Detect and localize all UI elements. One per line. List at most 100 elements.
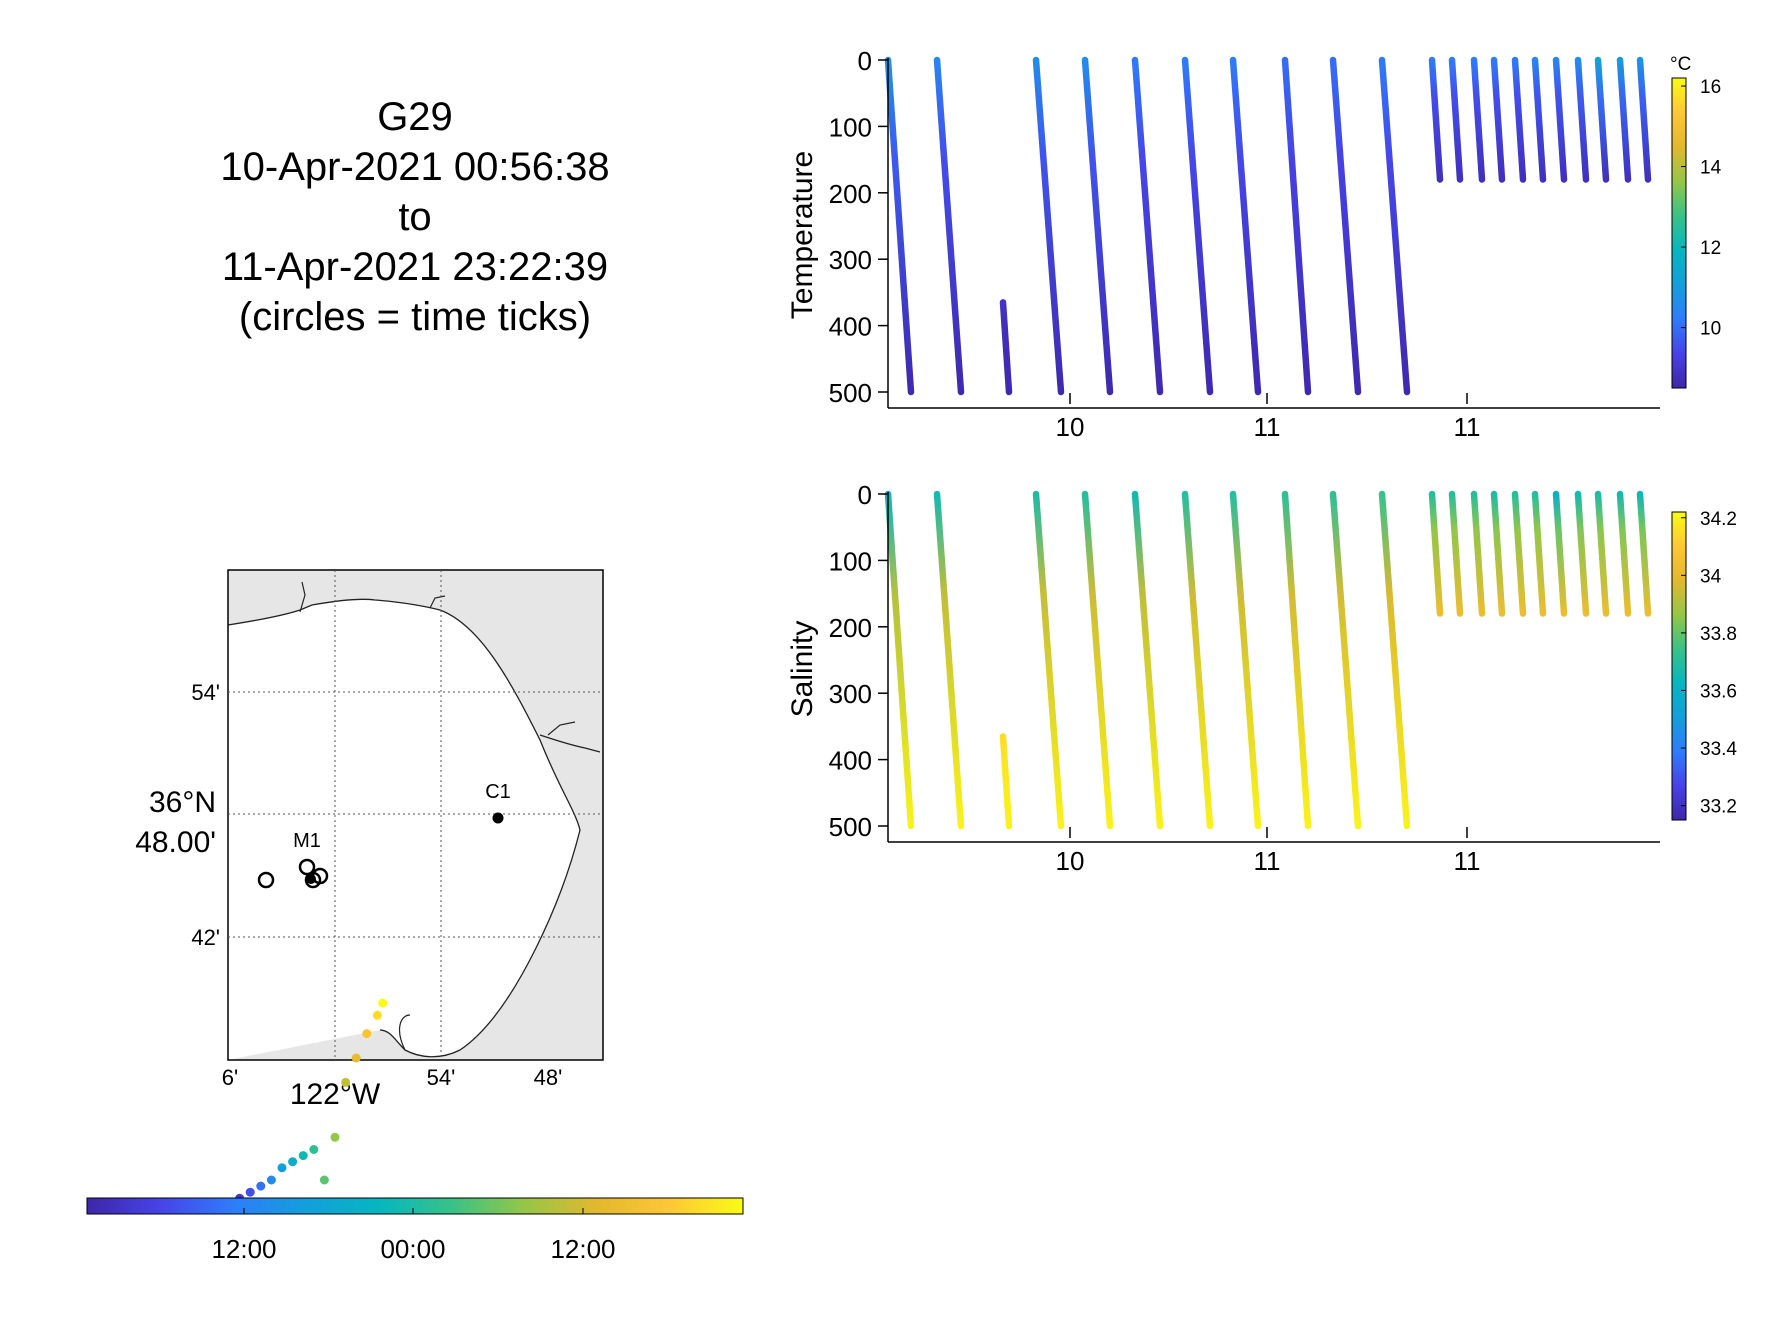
colorbar-tick-label: 33.2 <box>1700 797 1737 818</box>
profile-1 <box>884 490 915 830</box>
station-label-m1: M1 <box>293 830 321 852</box>
profile-9 <box>1281 490 1312 830</box>
track-point <box>341 1077 351 1087</box>
colorbar-tick-label: 33.8 <box>1700 624 1737 645</box>
colorbar-tick-label: 34 <box>1700 566 1722 587</box>
track-point <box>288 1157 298 1167</box>
track-point <box>351 1053 361 1063</box>
profile-4 <box>1032 56 1065 396</box>
xtick-label: 10 <box>1056 846 1085 876</box>
colorbar-gradient <box>1671 77 1687 389</box>
ytick-label: 100 <box>829 546 872 576</box>
ytick-label: 500 <box>829 378 872 408</box>
map-frame <box>227 569 604 1061</box>
profile-22 <box>1636 490 1652 617</box>
lat-major-minutes: 48.00' <box>135 826 216 859</box>
peninsula-south <box>398 1014 411 1051</box>
title-line-note: (circles = time ticks) <box>238 295 592 339</box>
profile-18 <box>1552 490 1568 617</box>
coastline <box>228 598 581 1058</box>
title-line-to: to <box>398 195 432 239</box>
profile-21 <box>1616 56 1632 183</box>
ytick-label: 400 <box>829 746 872 776</box>
profile-9 <box>1281 56 1312 396</box>
profile-7 <box>1181 490 1214 830</box>
profile-13 <box>1448 490 1464 617</box>
lat-major-label: 36°N <box>149 786 216 819</box>
profile-2 <box>933 56 965 396</box>
profile-5 <box>1081 490 1114 830</box>
time-colorbar: 12:00 00:00 12:00 <box>86 1197 744 1264</box>
title-line-end: 11-Apr-2021 23:22:39 <box>221 245 609 289</box>
track-point <box>372 1010 382 1020</box>
track-point <box>277 1163 287 1173</box>
salinity-ylabel: Salinity <box>786 621 819 718</box>
profile-13 <box>1448 56 1464 183</box>
profile-15 <box>1490 56 1506 183</box>
title-line-start: 10-Apr-2021 00:56:38 <box>220 145 610 189</box>
profile-20 <box>1594 56 1610 183</box>
colorbar-tick-label: 33.6 <box>1700 681 1737 702</box>
track-point <box>245 1187 255 1197</box>
figure-title: G29 10-Apr-2021 00:56:38 to 11-Apr-2021 … <box>160 92 670 342</box>
colorbar-tick-label: 16 <box>1700 77 1721 98</box>
time-colorbar-gradient <box>86 1197 744 1215</box>
track-point <box>319 1175 329 1185</box>
track-map: 6' 54' 48' 122°W 54' 42' 36°N 48.00' C1 M1 12:00… <box>86 569 744 1264</box>
station-marker-c1 <box>492 812 504 824</box>
xtick-label: 11 <box>1454 412 1481 442</box>
slough-branch <box>547 721 576 736</box>
profile-6 <box>1131 56 1164 396</box>
glider-track <box>224 858 388 1209</box>
profile-2 <box>933 490 965 830</box>
temperature-panel: 0 100 200 300 400 500 10 11 11 Temperature 10 12… <box>786 46 1722 442</box>
xtick-label: 11 <box>1254 846 1281 876</box>
ytick-label: 200 <box>829 179 872 209</box>
profile-6 <box>1131 490 1164 830</box>
ytick-label: 200 <box>829 613 872 643</box>
track-point <box>378 998 388 1008</box>
track-point <box>256 1181 266 1191</box>
track-point <box>298 1151 308 1161</box>
profile-12 <box>1428 56 1444 183</box>
profile-15 <box>1490 490 1506 617</box>
lat-tick-42: 42' <box>191 925 220 950</box>
lat-tick-54: 54' <box>191 680 220 705</box>
ytick-label: 0 <box>858 46 872 76</box>
temperature-profiles <box>884 56 1652 396</box>
time-tick-label: 00:00 <box>380 1234 445 1264</box>
ytick-label: 300 <box>829 679 872 709</box>
map-grid <box>228 570 603 1060</box>
salinity-profiles <box>884 490 1652 830</box>
track-point <box>309 1145 319 1154</box>
ytick-label: 100 <box>829 112 872 142</box>
track-point <box>362 1029 372 1039</box>
track-point <box>330 1132 340 1142</box>
profile-11 <box>1378 56 1411 396</box>
profile-20 <box>1594 490 1610 617</box>
colorbar-tick-label: 14 <box>1700 158 1722 179</box>
xtick-label: 10 <box>1056 412 1085 442</box>
time-tick-label: 12:00 <box>550 1234 615 1264</box>
temperature-ylabel: Temperature <box>786 151 819 319</box>
colorbar-tick-label: 10 <box>1700 319 1721 340</box>
profile-4 <box>1032 490 1065 830</box>
profile-3 <box>999 299 1013 396</box>
profile-17 <box>1531 490 1547 617</box>
ytick-label: 500 <box>829 812 872 842</box>
xtick-label: 11 <box>1454 846 1481 876</box>
profile-16 <box>1511 56 1527 183</box>
time-tick-circle <box>298 858 316 876</box>
profile-5 <box>1081 56 1114 396</box>
ytick-label: 300 <box>829 245 872 275</box>
profile-11 <box>1378 490 1411 830</box>
profile-19 <box>1574 56 1590 183</box>
profile-10 <box>1329 56 1362 396</box>
colorbar-unit: °C <box>1670 54 1691 75</box>
colorbar-tick-label: 34.2 <box>1700 509 1737 530</box>
station-label-c1: C1 <box>485 781 511 803</box>
profile-12 <box>1428 490 1444 617</box>
ytick-label: 0 <box>858 480 872 510</box>
lon-major-label: 122°W <box>290 1078 381 1111</box>
